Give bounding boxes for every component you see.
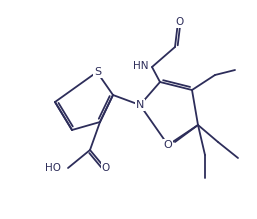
Text: HO: HO	[45, 163, 61, 173]
Text: HN: HN	[133, 61, 149, 71]
Text: S: S	[94, 67, 102, 77]
Text: O: O	[164, 140, 172, 150]
Text: O: O	[102, 163, 110, 173]
Text: O: O	[175, 17, 183, 27]
Text: N: N	[136, 100, 144, 110]
